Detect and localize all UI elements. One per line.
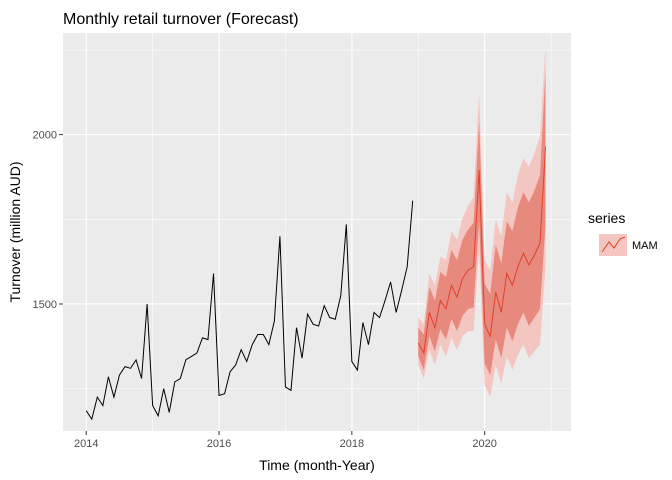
legend-title: series [588, 210, 625, 226]
legend-key-line [601, 236, 626, 253]
x-axis: 2014 2016 2018 2020 [74, 431, 497, 450]
legend: series MAM [588, 210, 658, 256]
forecast-line-mam [417, 146, 547, 355]
y-tick-label: 1500 [33, 299, 57, 311]
x-tick-label: 2016 [207, 438, 231, 450]
y-tick-label: 2000 [33, 130, 57, 142]
y-axis: 1500 2000 [33, 130, 63, 311]
forecast-intervals [418, 44, 546, 398]
chart-title: Monthly retail turnover (Forecast) [63, 11, 299, 28]
legend-label-mam: MAM [632, 240, 658, 252]
y-axis-title: Turnover (million AUD) [7, 161, 23, 302]
history-line [85, 200, 414, 421]
x-tick-label: 2014 [74, 438, 98, 450]
x-axis-title: Time (month-Year) [259, 457, 375, 473]
x-tick-label: 2018 [340, 438, 364, 450]
interval-80-band [418, 70, 546, 376]
series-lines [85, 146, 547, 421]
legend-key-band95 [599, 234, 627, 256]
grid-minor-lines [63, 33, 571, 431]
x-tick-label: 2020 [472, 438, 496, 450]
